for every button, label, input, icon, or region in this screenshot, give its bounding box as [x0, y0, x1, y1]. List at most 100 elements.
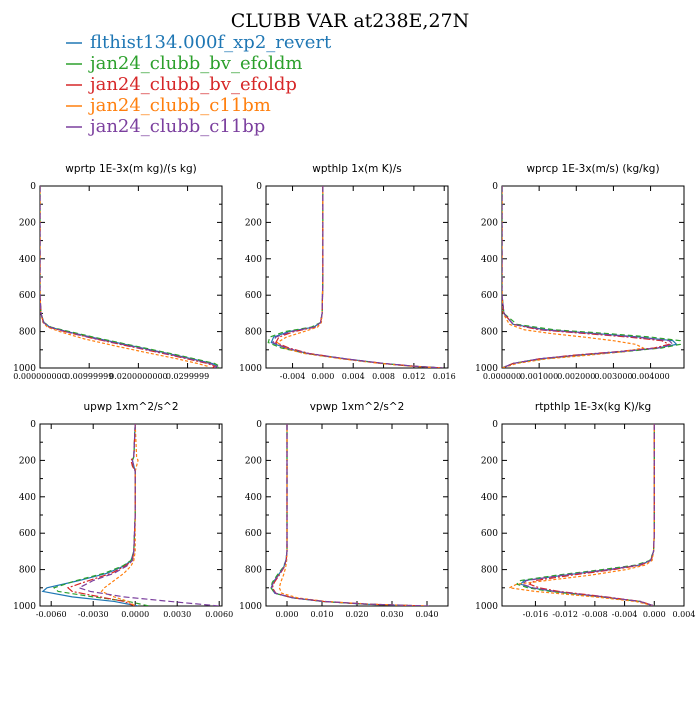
series-line — [270, 424, 429, 606]
chart-panel: wprcp 1E-3x(m/s) (kg/kg) 0 200 400 600 800 100… — [475, 163, 685, 381]
x-tick-label: 0.030 — [381, 610, 404, 619]
x-tick-label: -0.0060 — [36, 610, 67, 619]
y-tick-label: 800 — [481, 566, 498, 576]
y-tick-label: 400 — [19, 493, 36, 503]
x-tick-label: -0.016 — [523, 610, 549, 619]
legend-entry: flthist134.000f_xp2_revert — [66, 32, 332, 53]
y-tick-label: 800 — [245, 566, 262, 576]
legend: flthist134.000f_xp2_revertjan24_clubb_bv… — [66, 32, 332, 137]
x-tick-label: 0.010 — [311, 610, 334, 619]
series-line — [520, 424, 655, 606]
legend-label: flthist134.000f_xp2_revert — [90, 32, 332, 53]
legend-entry: jan24_clubb_c11bm — [66, 95, 271, 116]
y-tick-label: 600 — [481, 529, 498, 539]
x-tick-label: -0.0030 — [78, 610, 109, 619]
legend-entry: jan24_clubb_bv_efoldm — [66, 53, 302, 74]
y-tick-label: 400 — [481, 493, 498, 503]
x-tick-label: -0.004 — [612, 610, 638, 619]
chart-panel: wpthlp 1x(m K)/s 0 200 400 600 800 1000 -0.004 0… — [239, 163, 456, 381]
x-tick-label: 0.000 — [276, 610, 299, 619]
chart-panel: wprtp 1E-3x(m kg)/(s kg) 0 200 400 600 800 100… — [13, 163, 223, 381]
x-tick-label: -0.008 — [582, 610, 608, 619]
y-tick-label: 400 — [481, 255, 498, 265]
chart-panel: vpwp 1xm^2/s^2 0 200 400 600 800 1000 0.000 0.01… — [239, 401, 449, 619]
x-tick-label: 0.000000 — [483, 372, 521, 381]
y-tick-label: 800 — [481, 328, 498, 338]
series-line — [278, 424, 428, 606]
x-tick-label: 0.00999999 — [65, 372, 113, 381]
y-tick-label: 600 — [19, 291, 36, 301]
x-tick-label: 0.020 — [346, 610, 369, 619]
y-tick-label: 200 — [481, 218, 498, 228]
legend-entry: jan24_clubb_bv_efoldp — [66, 74, 297, 95]
x-tick-label: 0.016 — [433, 372, 456, 381]
chart-panel: upwp 1xm^2/s^2 0 200 400 600 800 1000-0.0060 -0… — [13, 401, 233, 619]
panel-title: wprtp 1E-3x(m kg)/(s kg) — [65, 163, 196, 175]
y-tick-label: 1000 — [13, 602, 36, 612]
y-tick-label: 0 — [492, 420, 498, 430]
y-tick-label: 1000 — [13, 364, 36, 374]
legend-label: jan24_clubb_c11bp — [88, 116, 265, 137]
x-tick-label: 0.002000 — [557, 372, 595, 381]
series-line — [100, 424, 139, 606]
y-tick-label: 200 — [245, 456, 262, 466]
series-line — [271, 186, 443, 368]
x-tick-label: 0.0000 — [121, 610, 149, 619]
panel-title: wprcp 1E-3x(m/s) (kg/kg) — [526, 163, 659, 175]
x-tick-label: 0.008 — [372, 372, 395, 381]
x-tick-label: 0.0299999 — [166, 372, 209, 381]
x-tick-label: 0.0200000000 — [109, 372, 168, 381]
legend-entry: jan24_clubb_c11bp — [66, 116, 265, 137]
legend-label: jan24_clubb_c11bm — [88, 95, 271, 116]
y-tick-label: 1000 — [475, 364, 498, 374]
y-tick-label: 400 — [19, 255, 36, 265]
panels: wprtp 1E-3x(m kg)/(s kg) 0 200 400 600 800 100… — [13, 163, 695, 619]
y-tick-label: 0 — [30, 420, 36, 430]
x-tick-label: 0.004 — [673, 610, 696, 619]
y-tick-label: 600 — [481, 291, 498, 301]
panel-title: rtpthlp 1E-3x(kg K)/kg — [535, 401, 651, 413]
y-tick-label: 800 — [19, 328, 36, 338]
series-line — [40, 186, 221, 368]
y-tick-label: 400 — [245, 493, 262, 503]
series-line — [40, 186, 208, 368]
figure-title: CLUBB VAR at238E,27N — [231, 10, 470, 32]
x-tick-label: 0.000 — [311, 372, 334, 381]
y-tick-label: 800 — [245, 328, 262, 338]
panel-title: wpthlp 1x(m K)/s — [312, 163, 402, 175]
x-tick-label: -0.004 — [280, 372, 306, 381]
panel-title: upwp 1xm^2/s^2 — [84, 401, 179, 413]
x-tick-label: 0.000000000 — [13, 372, 66, 381]
series-line — [502, 186, 646, 368]
series-line — [66, 424, 136, 606]
x-tick-label: 0.004 — [342, 372, 365, 381]
y-tick-label: 200 — [19, 218, 36, 228]
series-line — [40, 186, 219, 368]
series-line — [502, 186, 675, 368]
y-tick-label: 0 — [492, 182, 498, 192]
x-tick-label: 0.0060 — [205, 610, 233, 619]
x-tick-label: 0.012 — [402, 372, 425, 381]
panel-title: vpwp 1xm^2/s^2 — [310, 401, 405, 413]
y-tick-label: 600 — [245, 529, 262, 539]
y-tick-label: 0 — [256, 182, 262, 192]
y-tick-label: 200 — [19, 456, 36, 466]
series-line — [77, 424, 220, 606]
x-tick-label: 0.003000 — [594, 372, 632, 381]
x-tick-label: 0.0030 — [163, 610, 191, 619]
x-tick-label: 0.004000 — [631, 372, 669, 381]
y-tick-label: 400 — [245, 255, 262, 265]
x-tick-label: 0.000 — [643, 610, 666, 619]
y-tick-label: 1000 — [239, 602, 262, 612]
y-tick-label: 1000 — [475, 602, 498, 612]
y-tick-label: 600 — [19, 529, 36, 539]
y-tick-label: 200 — [245, 218, 262, 228]
y-tick-label: 0 — [256, 420, 262, 430]
x-tick-label: 0.001000 — [520, 372, 558, 381]
y-tick-label: 1000 — [239, 364, 262, 374]
x-tick-label: -0.012 — [552, 610, 578, 619]
y-tick-label: 0 — [30, 182, 36, 192]
legend-label: jan24_clubb_bv_efoldp — [88, 74, 297, 95]
